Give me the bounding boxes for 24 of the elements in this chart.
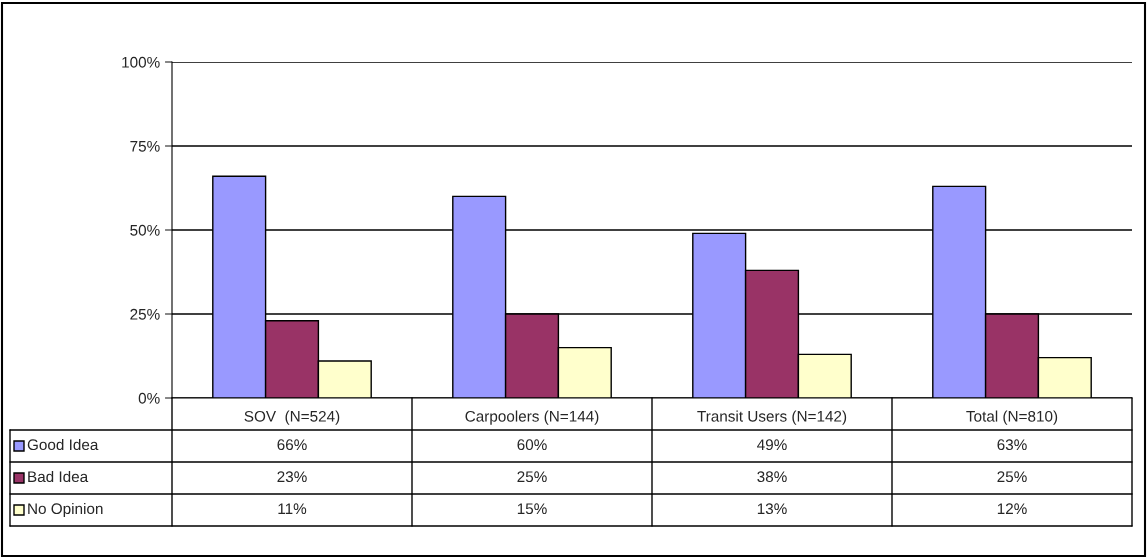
y-tick-label: 100% xyxy=(122,56,160,68)
data-label: 25% xyxy=(517,471,547,483)
data-label: 15% xyxy=(517,503,547,515)
data-label: 11% xyxy=(278,503,307,515)
y-tick-label: 75% xyxy=(130,140,160,152)
x-tick-label: Carpoolers (N=144) xyxy=(465,410,599,425)
legend-label: No Opinion xyxy=(28,502,103,518)
legend-label: Good Idea xyxy=(27,438,99,451)
y-tick-label: 25% xyxy=(130,308,160,320)
data-label: 63% xyxy=(997,439,1027,451)
legend-label: Bad Idea xyxy=(28,470,89,483)
data-label: 66% xyxy=(277,439,307,451)
data-label: 49% xyxy=(757,439,787,451)
x-tick-label: Total (N=810) xyxy=(966,410,1058,425)
data-label: 13% xyxy=(757,503,787,515)
y-tick-label: 0% xyxy=(138,392,160,404)
x-tick-label: Transit Users (N=142) xyxy=(697,410,847,425)
data-label: 38% xyxy=(757,471,787,483)
x-tick-label: SOV (N=524) xyxy=(244,410,340,425)
data-label: 23% xyxy=(277,471,307,483)
y-tick-label: 50% xyxy=(130,224,160,236)
data-label: 60% xyxy=(517,439,547,451)
data-label: 25% xyxy=(997,471,1027,483)
data-label: 12% xyxy=(997,503,1027,515)
